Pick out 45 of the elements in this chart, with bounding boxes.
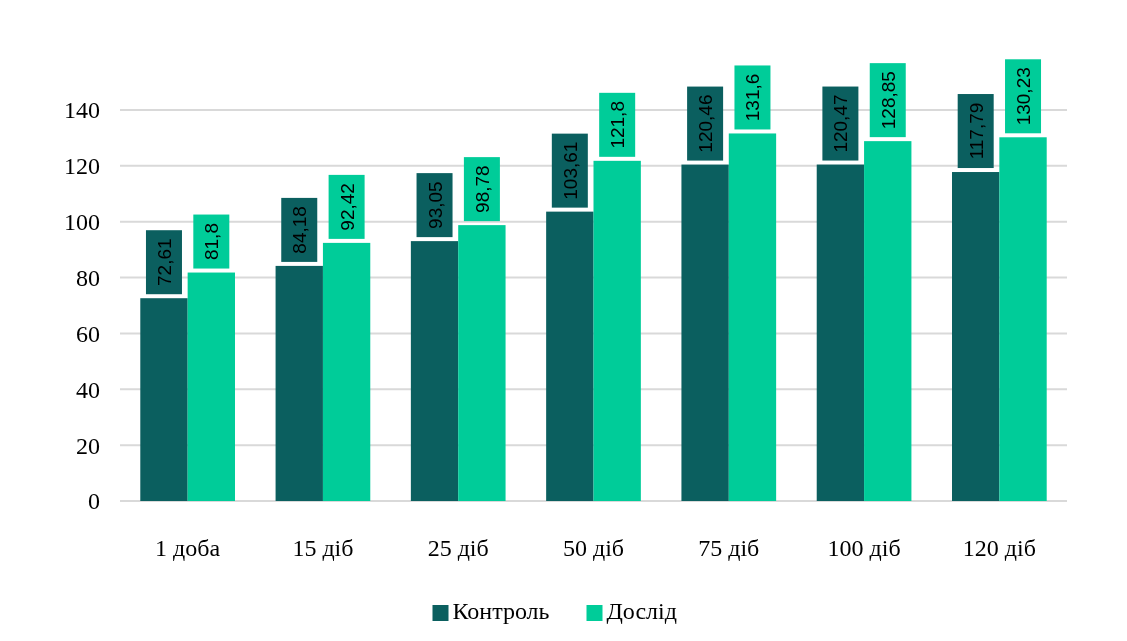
text: 130,23 xyxy=(1013,67,1035,126)
x-tick-label: 100 діб xyxy=(827,535,901,561)
x-tick-label: 15 діб xyxy=(292,535,354,561)
y-tick-label: 20 xyxy=(76,432,100,459)
bar xyxy=(864,141,912,501)
bar xyxy=(187,272,235,501)
y-tick-label: 0 xyxy=(88,488,100,515)
text: 93,05 xyxy=(424,181,446,229)
text: 81,8 xyxy=(201,223,223,261)
text: 92,42 xyxy=(336,183,358,231)
bar xyxy=(999,137,1047,501)
bar xyxy=(593,160,641,501)
x-tick-label: 25 діб xyxy=(427,535,489,561)
bar xyxy=(728,133,777,501)
bar xyxy=(681,164,729,501)
text: 84,18 xyxy=(289,206,311,254)
x-tick-label: 50 діб xyxy=(562,535,625,561)
text: 120,46 xyxy=(695,94,717,153)
x-tick-label: 120 діб xyxy=(962,535,1036,561)
bar xyxy=(546,211,594,501)
bar xyxy=(140,298,188,501)
text: 98,78 xyxy=(471,165,493,213)
text: 128,85 xyxy=(877,71,899,130)
y-tick-label: 40 xyxy=(76,376,100,403)
text: 121,8 xyxy=(607,101,629,149)
legend-label: Контроль xyxy=(452,598,550,624)
text: 131,6 xyxy=(742,73,764,122)
text: 103,61 xyxy=(559,141,581,200)
y-tick-label: 80 xyxy=(76,264,100,291)
bar xyxy=(410,241,459,501)
text: 72,61 xyxy=(153,238,175,286)
bar xyxy=(816,164,865,501)
bar xyxy=(275,265,323,501)
y-tick-label: 120 xyxy=(64,153,100,180)
bar xyxy=(322,242,371,501)
text: 117,79 xyxy=(965,102,987,160)
text: 120,47 xyxy=(830,94,852,153)
legend-label: Дослід xyxy=(606,598,677,624)
y-tick-label: 140 xyxy=(64,97,100,124)
bar xyxy=(952,172,1000,501)
y-tick-label: 100 xyxy=(64,209,100,236)
x-tick-label: 1 доба xyxy=(155,535,221,561)
x-tick-label: 75 діб xyxy=(698,535,760,561)
y-tick-label: 60 xyxy=(76,320,100,347)
bar xyxy=(458,225,506,501)
